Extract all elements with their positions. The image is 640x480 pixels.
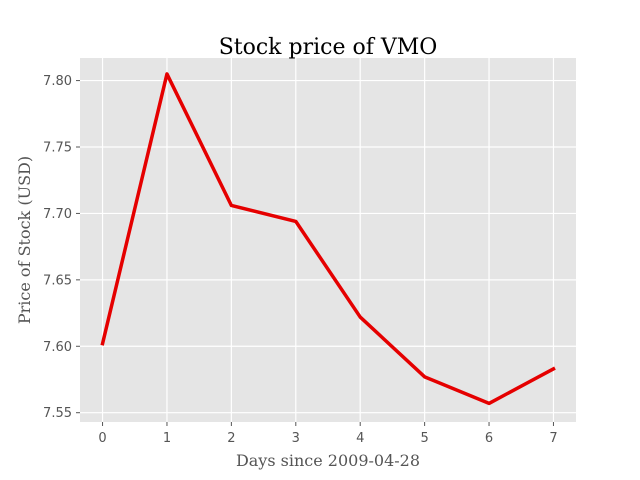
x-axis-label: Days since 2009-04-28 [236,451,420,470]
y-tick-label: 7.70 [43,207,72,222]
x-tick-label: 4 [356,431,364,446]
x-tick-label: 6 [485,431,493,446]
x-tick-label: 7 [549,431,557,446]
x-tick-label: 0 [98,431,106,446]
axis-ticks: 0 1 2 3 4 5 6 7 7.55 7.60 7.65 7.70 7.75 7.80 [43,74,558,446]
x-tick-label: 3 [292,431,300,446]
y-axis-label: Price of Stock (USD) [15,156,34,324]
y-tick-label: 7.65 [43,273,72,288]
price-series-line [100,72,556,406]
y-tick-label: 7.80 [43,74,72,89]
y-tick-label: 7.75 [43,141,72,156]
y-tick-label: 7.55 [43,406,72,421]
y-tick-label: 7.60 [43,340,72,355]
grid-lines [80,58,576,422]
x-tick-label: 5 [420,431,428,446]
x-tick-label: 2 [227,431,235,446]
chart-title: Stock price of VMO [219,35,438,60]
x-tick-label: 1 [163,431,171,446]
series-lines [100,72,556,406]
plot-area [80,58,576,422]
